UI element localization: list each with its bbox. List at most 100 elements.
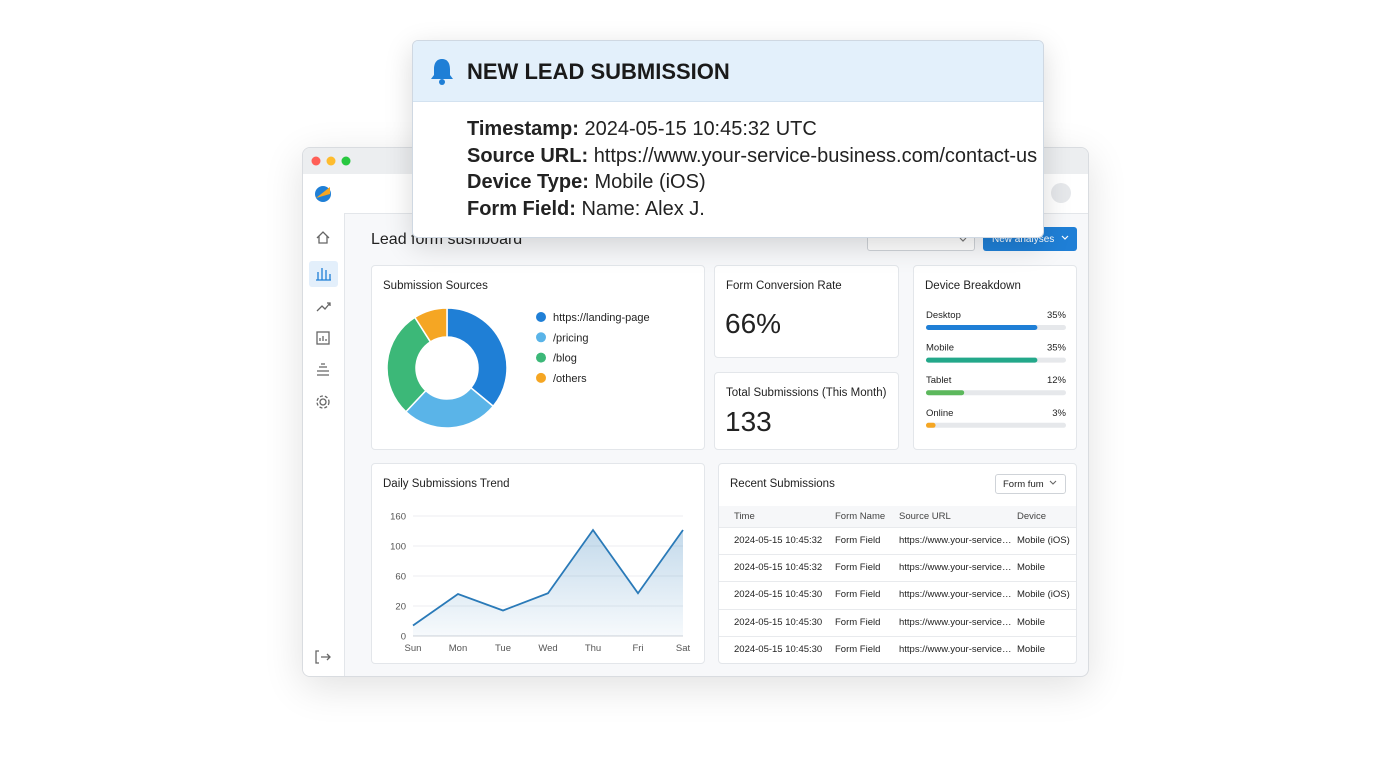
table-cell: Form Field <box>835 562 881 574</box>
notification-field: Source URL: https://www.your-service-bus… <box>467 145 1037 168</box>
kpi-title: Total Submissions (This Month) <box>726 387 887 399</box>
table-cell: Form Field <box>835 535 881 546</box>
table-cell: https://www.your-service… <box>899 562 1012 574</box>
table-cell: Mobile <box>1017 562 1045 574</box>
x-tick-label: Tue <box>495 643 511 654</box>
recent-card: Recent Submissions Form fum Time Form Nam… <box>718 463 1077 664</box>
trend-card: Daily Submissions Trend 0 20 60 100 160 Sun Mo… <box>371 463 705 664</box>
chart-svg: https://landing-page/pricing/blog/others <box>386 307 650 429</box>
x-tick-label: Sat <box>676 643 691 654</box>
y-tick-label: 0 <box>401 632 406 643</box>
chart-svg: Desktop 35% Mobile 35% Tablet 12% Online 3% <box>926 310 1067 428</box>
notification-field: Device Type: Mobile (iOS) <box>467 171 706 194</box>
field-value: https://www.your-service-business.com/co… <box>593 144 1038 167</box>
bell-icon <box>431 59 453 85</box>
kpi-title: Form Conversion Rate <box>726 280 842 292</box>
legend-dot <box>536 352 546 363</box>
field-label: Source URL: <box>467 144 589 167</box>
field-label: Form Field: <box>467 197 576 220</box>
sidebar-icons[interactable] <box>303 174 344 677</box>
device-label: Mobile <box>926 343 954 354</box>
donut-slice <box>404 386 495 429</box>
device-value: 12% <box>1047 375 1067 386</box>
x-tick-label: Wed <box>538 643 557 654</box>
device-label: Tablet <box>926 375 952 386</box>
table-cell: Form Field <box>835 589 881 601</box>
table-cell: https://www.your-service… <box>899 589 1012 601</box>
notification-header: NEW LEAD SUBMISSION <box>413 41 1043 102</box>
donut-slice <box>413 307 448 343</box>
table-cell: Mobile <box>1017 643 1045 655</box>
table-cell: Form Field <box>835 643 881 655</box>
field-value: Name: Alex J. <box>581 197 705 220</box>
legend-label: https://landing-page <box>553 312 650 324</box>
row-divider <box>719 581 1076 583</box>
legend-dot <box>536 332 546 343</box>
table-cell: Mobile (iOS) <box>1017 535 1070 546</box>
notification-field: Timestamp: 2024-05-15 10:45:32 UTC <box>467 118 817 141</box>
y-tick-label: 100 <box>390 542 406 553</box>
y-tick-label: 160 <box>390 512 406 523</box>
bar <box>926 422 936 428</box>
bar <box>926 325 1038 330</box>
table-cell: Form Field <box>835 616 881 628</box>
table-cell: Mobile (iOS) <box>1017 589 1070 601</box>
y-tick-label: 20 <box>395 602 406 613</box>
window-controls[interactable] <box>303 148 363 174</box>
avatar[interactable] <box>1051 183 1071 203</box>
device-value: 3% <box>1052 408 1066 419</box>
table-cell: Mobile <box>1017 616 1045 628</box>
card-title: Submission Sources <box>383 280 488 292</box>
x-tick-label: Thu <box>585 643 601 654</box>
legend-dot <box>536 372 546 383</box>
column-header: Device <box>1017 511 1047 522</box>
filter-label[interactable]: Form fum <box>1003 479 1044 490</box>
chart-svg: 0 20 60 100 160 Sun Mon Tue Wed Thu Fri Sat <box>390 512 691 655</box>
legend-label: /others <box>553 373 587 385</box>
x-tick-label: Fri <box>632 643 643 654</box>
table-cell: 2024-05-15 10:45:30 <box>734 643 823 655</box>
row-divider <box>719 635 1076 637</box>
column-header: Form Name <box>835 511 886 522</box>
row-divider <box>719 608 1076 610</box>
column-header: Time <box>734 511 755 522</box>
donut-slice <box>446 307 508 408</box>
kpi-value: 133 <box>725 406 772 437</box>
device-value: 35% <box>1047 310 1067 321</box>
field-label: Device Type: <box>467 171 589 193</box>
legend-dot <box>536 312 546 322</box>
device-label: Online <box>926 408 953 419</box>
card-title: Daily Submissions Trend <box>383 478 510 490</box>
sidebar <box>303 174 345 677</box>
card-title: Device Breakdown <box>925 280 1021 292</box>
row-divider <box>719 554 1076 556</box>
table-cell: 2024-05-15 10:45:32 <box>734 562 823 574</box>
table-cell: https://www.your-service… <box>899 643 1012 655</box>
bar-track <box>926 422 1066 428</box>
kpi-value: 66% <box>725 308 782 339</box>
x-tick-label: Sun <box>405 643 422 654</box>
notification[interactable]: NEW LEAD SUBMISSION Timestamp: 2024-05-1… <box>412 40 1044 238</box>
field-label: Timestamp: <box>467 118 579 140</box>
sources-card: Submission Sources https://landing-page /… <box>371 265 705 450</box>
column-header: Source URL <box>899 511 951 522</box>
table-cell: https://www.your-service… <box>899 616 1012 628</box>
device-value: 35% <box>1047 343 1067 354</box>
bar <box>926 357 1038 363</box>
bar <box>926 390 965 396</box>
legend-label: /blog <box>553 353 577 365</box>
notification-field: Form Field: Name: Alex J. <box>467 198 705 221</box>
filter-dropdown[interactable]: Form fum <box>995 474 1066 494</box>
table-cell: 2024-05-15 10:45:32 <box>734 535 823 546</box>
kpi-card: Form Conversion Rate 66% <box>714 265 899 358</box>
legend-label: /pricing <box>553 332 588 344</box>
device-label: Desktop <box>926 310 961 321</box>
line <box>412 528 684 627</box>
notification-title: NEW LEAD SUBMISSION <box>467 59 730 84</box>
area <box>413 530 683 636</box>
primary-button-label[interactable]: New analyses <box>992 234 1055 245</box>
x-tick-label: Mon <box>449 643 467 654</box>
table-cell: https://www.your-service… <box>899 535 1012 546</box>
